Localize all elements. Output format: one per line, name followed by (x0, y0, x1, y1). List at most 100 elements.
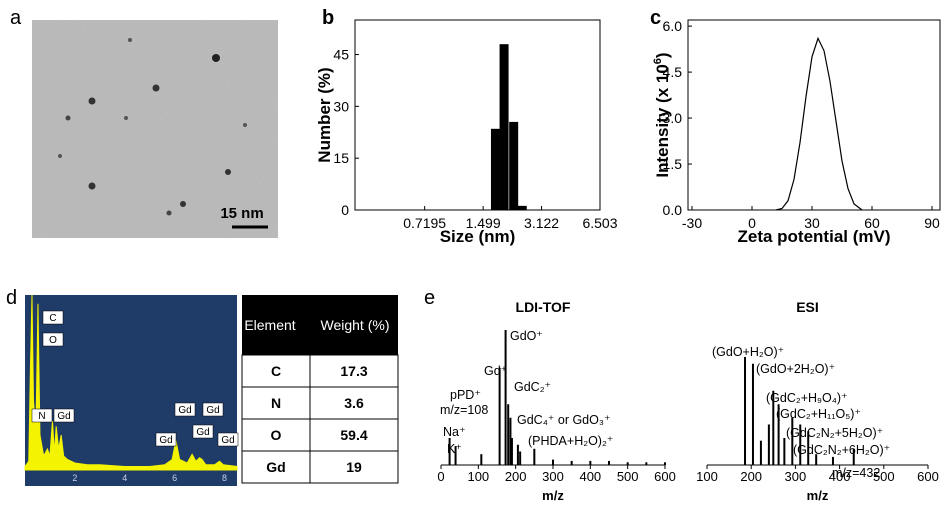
x-tick-label: 400 (579, 469, 601, 484)
chart-title: LDI-TOF (516, 299, 571, 315)
x-tick-label: 0 (437, 469, 444, 484)
x-tick-label: 500 (617, 469, 639, 484)
bar (509, 121, 519, 210)
x-tick-label: 500 (873, 469, 895, 484)
annotation-box (53, 408, 75, 423)
annotation-box (217, 432, 239, 447)
y-axis-label-text: ) (653, 52, 672, 58)
x-axis-label: m/z (807, 488, 829, 503)
x-tick-label: 6 (172, 473, 177, 483)
x-axis-label: m/z (542, 488, 564, 503)
x-tick-label: 200 (505, 469, 527, 484)
bar (499, 44, 509, 210)
annotation: Gd (196, 427, 209, 438)
plot-frame (687, 19, 941, 211)
table-cell: O (271, 427, 282, 443)
annotation: Gd (221, 435, 234, 446)
y-tick-label: 4.5 (663, 64, 683, 80)
x-tick-label: 200 (740, 469, 762, 484)
y-axis-label-text: Number (%) (315, 67, 334, 162)
x-tick-label: 90 (924, 215, 940, 231)
y-tick-label: 30 (333, 98, 349, 114)
bar (517, 205, 527, 210)
table-cell: Gd (266, 459, 285, 475)
annotation: (GdC₂+H₁₁O₅)⁺ (776, 407, 861, 421)
annotation: pPD⁺ (450, 388, 481, 402)
table-cell: 3.6 (344, 395, 364, 411)
annotation: GdC₄⁺ or GdO₃⁺ (517, 413, 611, 427)
panel-label: e (424, 287, 435, 309)
x-axis-label: Zeta potential (mV) (737, 227, 890, 246)
y-tick-label: 0.0 (663, 202, 683, 218)
annotation: (PHDA+H₂O)₂⁺ (528, 434, 613, 448)
x-tick-label: 300 (785, 469, 807, 484)
chart-title: ESI (796, 299, 819, 315)
x-tick-label: 600 (654, 469, 676, 484)
table-cell: 59.4 (340, 427, 367, 443)
annotation: (GdC₂N₂+5H₂O)⁺ (786, 426, 883, 440)
x-tick-label: 1.499 (466, 215, 501, 231)
table-cell: N (271, 395, 281, 411)
x-tick-label: -30 (682, 215, 702, 231)
area (24, 294, 238, 471)
y-tick-label: 3.0 (663, 110, 683, 126)
annotation: (GdC₂+H₉O₄)⁺ (766, 391, 848, 405)
table: Element Weight (%) C 17.3 N 3.6 O 59.4 G… (241, 295, 399, 484)
annotation: Gd (206, 405, 219, 416)
table-cell: C (271, 363, 281, 379)
annotation-box (31, 408, 53, 423)
annotation: (GdO+H₂O)⁺ (712, 345, 784, 359)
x-tick-label: 0.7195 (403, 215, 446, 231)
x-tick-label: 600 (917, 469, 939, 484)
annotation: GdO⁺ (510, 329, 543, 343)
table-header: Weight (%) (321, 317, 390, 333)
annotation: Gd (159, 435, 172, 446)
x-tick-label: 3.122 (524, 215, 559, 231)
line (775, 36, 863, 211)
annotation: Gd (178, 405, 191, 416)
annotation: m/z=108 (440, 403, 488, 417)
x-tick-label: 400 (829, 469, 851, 484)
scale-bar-label: 15 nm (220, 205, 263, 222)
y-axis-label-text: Intensity (x 10 (653, 64, 672, 177)
x-axis-label: Size (nm) (440, 227, 516, 246)
x-tick-label: 4 (122, 473, 127, 483)
x-tick-label: 2 (72, 473, 77, 483)
annotation-box (42, 332, 64, 347)
tem-image (32, 20, 278, 238)
x-tick-label: 6.503 (582, 215, 617, 231)
annotation: (GdO+2H₂O)⁺ (756, 362, 835, 376)
annotation-box (202, 402, 224, 417)
x-tick-label: 0 (748, 215, 756, 231)
annotation: O (49, 335, 57, 346)
x-tick-label: 8 (222, 473, 227, 483)
x-tick-label: 30 (804, 215, 820, 231)
annotation: (GdC₂N₂+6H₂O)⁺ (793, 443, 890, 457)
table-header: Element (244, 317, 295, 333)
annotation-box (42, 310, 64, 325)
x-tick-label: 60 (864, 215, 880, 231)
panel-label: a (10, 7, 22, 29)
annotation: Na⁺ (443, 425, 466, 439)
annotation-box (155, 432, 177, 447)
table-cell: 19 (346, 459, 362, 475)
y-tick-label: 15 (333, 150, 349, 166)
panel-label: b (322, 7, 334, 29)
plot-frame (354, 19, 601, 211)
panel-label: c (650, 7, 661, 29)
annotation: GdC₂⁺ (514, 380, 551, 394)
y-axis-label-exponent: 6 (652, 58, 664, 64)
y-tick-label: 45 (333, 47, 349, 63)
annotation: K⁺ (447, 442, 462, 456)
x-tick-label: 100 (467, 469, 489, 484)
y-tick-label: 0 (341, 202, 349, 218)
annotation: N (38, 411, 45, 422)
annotation: Gd (57, 411, 70, 422)
annotation: m/z=432 (832, 466, 880, 480)
annotation: C (49, 313, 56, 324)
x-tick-label: 300 (542, 469, 564, 484)
table-cell: 17.3 (340, 363, 367, 379)
annotation: Gd⁺ (484, 364, 507, 378)
bar (490, 128, 500, 210)
